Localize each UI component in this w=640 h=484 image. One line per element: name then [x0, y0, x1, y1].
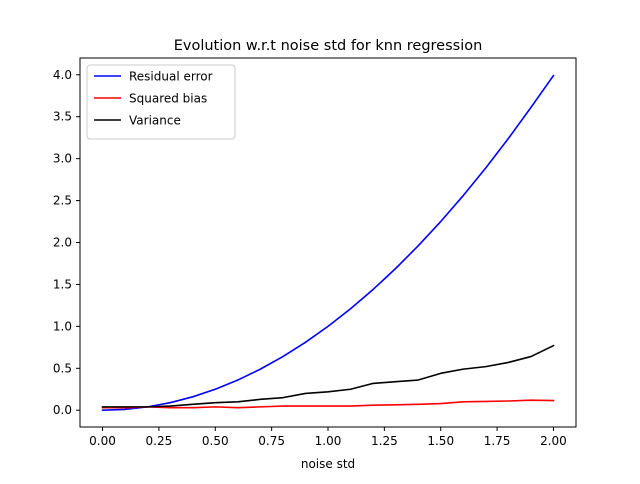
x-tick-label: 0.00 — [89, 434, 116, 448]
y-tick-label: 4.0 — [53, 68, 72, 82]
x-tick-label: 1.50 — [427, 434, 454, 448]
y-tick-label: 2.5 — [53, 194, 72, 208]
x-tick-label: 2.00 — [540, 434, 567, 448]
legend-box — [86, 64, 236, 140]
series-layer — [101, 74, 555, 412]
y-axis: 0.0 0.5 1.0 1.5 2.0 2.5 3.0 3.5 4.0 — [53, 68, 80, 417]
y-tick-label: 3.5 — [53, 110, 72, 124]
y-tick-label: 0.0 — [53, 403, 72, 417]
legend-label-variance: Variance — [129, 114, 181, 128]
y-tick-label: 3.0 — [53, 152, 72, 166]
x-tick-label: 1.75 — [484, 434, 511, 448]
y-tick-label: 1.5 — [53, 277, 72, 291]
y-tick-label: 0.5 — [53, 361, 72, 375]
x-tick-label: 1.25 — [371, 434, 398, 448]
y-tick-label: 2.0 — [53, 236, 72, 250]
chart-title: Evolution w.r.t noise std for knn regres… — [174, 38, 483, 54]
y-tick-label: 1.0 — [53, 319, 72, 333]
x-tick-label: 0.25 — [146, 434, 173, 448]
x-tick-label: 0.75 — [258, 434, 285, 448]
series-line-squared-bias — [101, 399, 555, 409]
series-line-residual-error — [101, 74, 555, 412]
x-axis-label: noise std — [301, 457, 355, 471]
series-line-variance — [101, 344, 555, 408]
legend: Residual error Squared bias Variance — [86, 64, 236, 140]
x-axis: 0.00 0.25 0.50 0.75 1.00 1.25 1.50 1.75 2.00 — [89, 427, 567, 448]
legend-label-squared-bias: Squared bias — [129, 92, 207, 106]
x-tick-label: 0.50 — [202, 434, 229, 448]
x-tick-label: 1.00 — [315, 434, 342, 448]
legend-label-residual-error: Residual error — [129, 70, 213, 84]
plot-frame — [79, 57, 577, 428]
